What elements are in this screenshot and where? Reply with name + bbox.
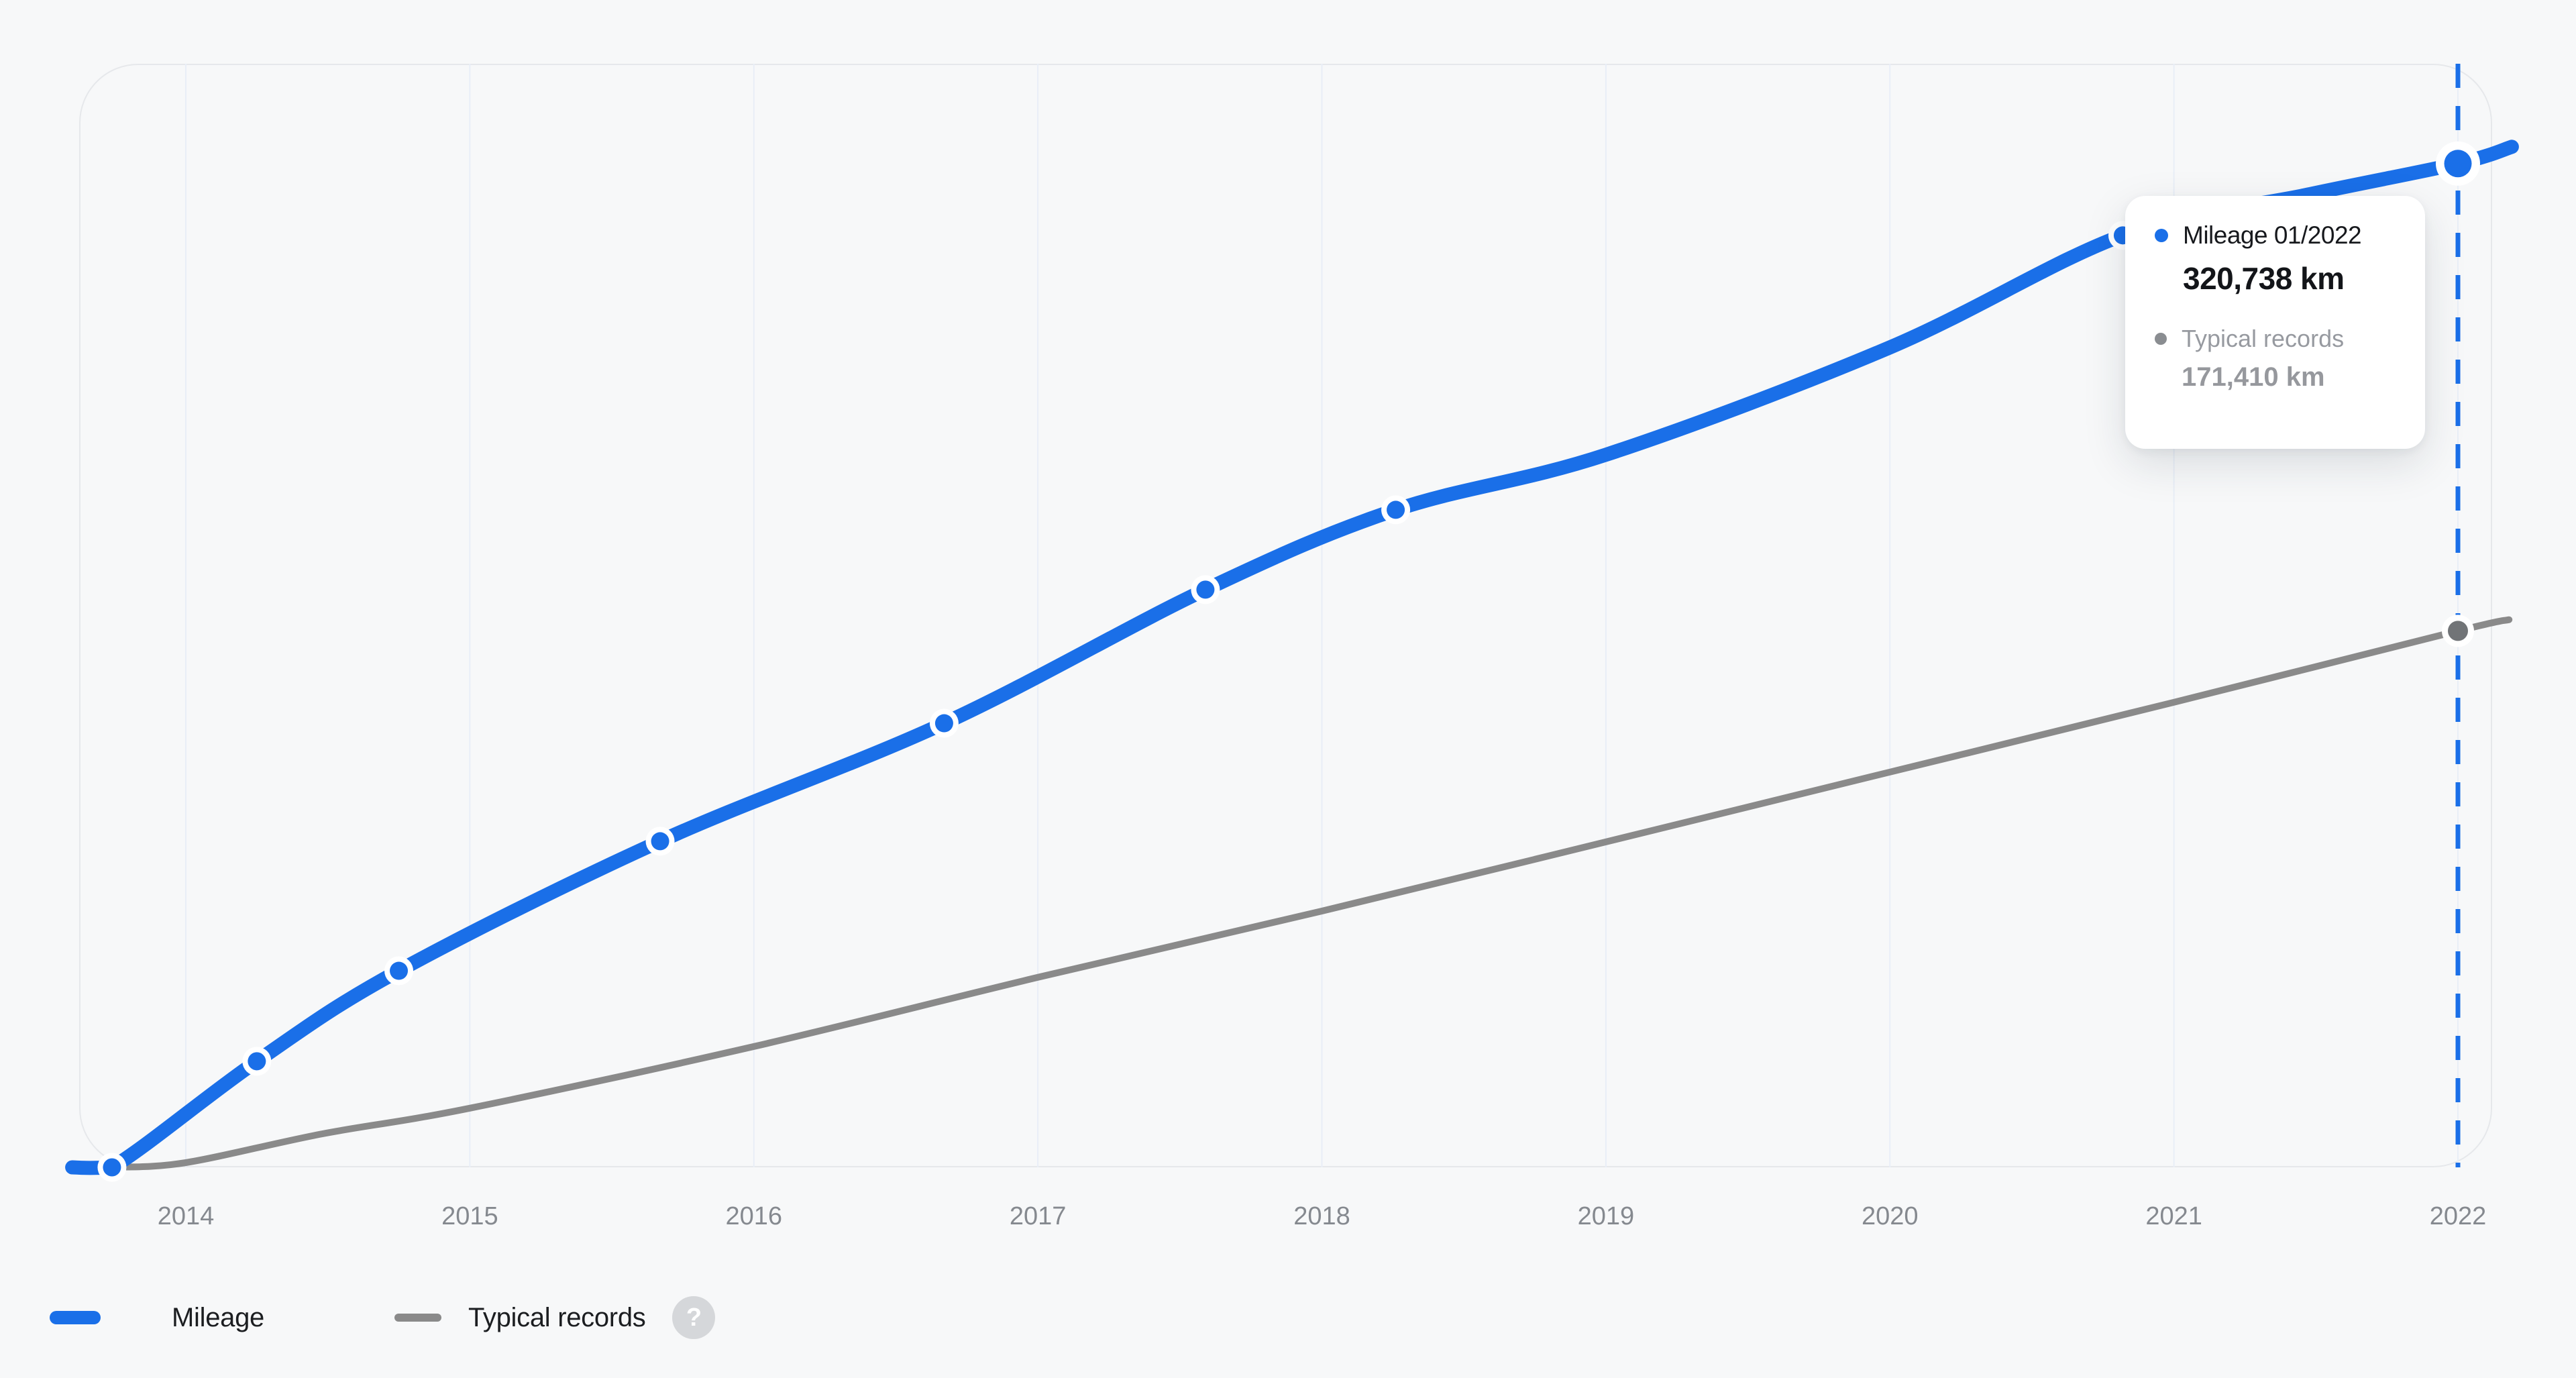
- legend: Mileage Typical records ?: [50, 1292, 716, 1343]
- plot-area[interactable]: [79, 64, 2492, 1167]
- x-axis-label-2021: 2021: [2145, 1202, 2202, 1230]
- mileage-point[interactable]: [103, 1158, 121, 1177]
- mileage-point[interactable]: [1196, 580, 1215, 599]
- mileage-bullet-icon: [2155, 229, 2168, 242]
- mileage-point[interactable]: [651, 832, 669, 851]
- legend-typical-records-label[interactable]: Typical records: [468, 1302, 646, 1332]
- x-axis-label-2022: 2022: [2429, 1202, 2487, 1230]
- tooltip-typical-value: 171,410 km: [2182, 362, 2325, 392]
- tooltip-mileage-value: 320,738 km: [2183, 261, 2345, 296]
- x-axis-label-2017: 2017: [1009, 1202, 1067, 1230]
- typical-records-point[interactable]: [2448, 621, 2468, 641]
- x-axis-label-2018: 2018: [1293, 1202, 1350, 1230]
- x-axis-label-2014: 2014: [157, 1202, 215, 1230]
- mileage-point[interactable]: [248, 1052, 266, 1071]
- tooltip-primary-row: Mileage 01/2022: [2155, 221, 2398, 250]
- typical-records-bullet-icon: [2155, 333, 2167, 345]
- typical-records-line: [108, 616, 2513, 1171]
- series-points-group: [97, 141, 2480, 1182]
- tooltip-secondary-row: Typical records: [2155, 325, 2398, 353]
- tooltip-secondary-label: Typical records: [2182, 325, 2345, 352]
- question-mark-icon[interactable]: ?: [672, 1296, 716, 1339]
- mileage-point-active[interactable]: [2444, 150, 2472, 178]
- mileage-point[interactable]: [1387, 500, 1405, 519]
- legend-mileage-label[interactable]: Mileage: [172, 1302, 264, 1332]
- x-axis-label-2020: 2020: [1861, 1202, 1919, 1230]
- x-axis-label-2019: 2019: [1577, 1202, 1635, 1230]
- legend-mileage-swatch: [50, 1311, 101, 1324]
- mileage-point[interactable]: [390, 961, 409, 980]
- tooltip: Mileage 01/2022 320,738 km Typical recor…: [2125, 196, 2425, 449]
- tooltip-title: Mileage 01/2022: [2183, 221, 2362, 249]
- legend-typical-records-swatch: [394, 1314, 441, 1322]
- x-axis-label-2015: 2015: [441, 1202, 498, 1230]
- mileage-point[interactable]: [934, 714, 953, 733]
- x-axis-label-2016: 2016: [725, 1202, 783, 1230]
